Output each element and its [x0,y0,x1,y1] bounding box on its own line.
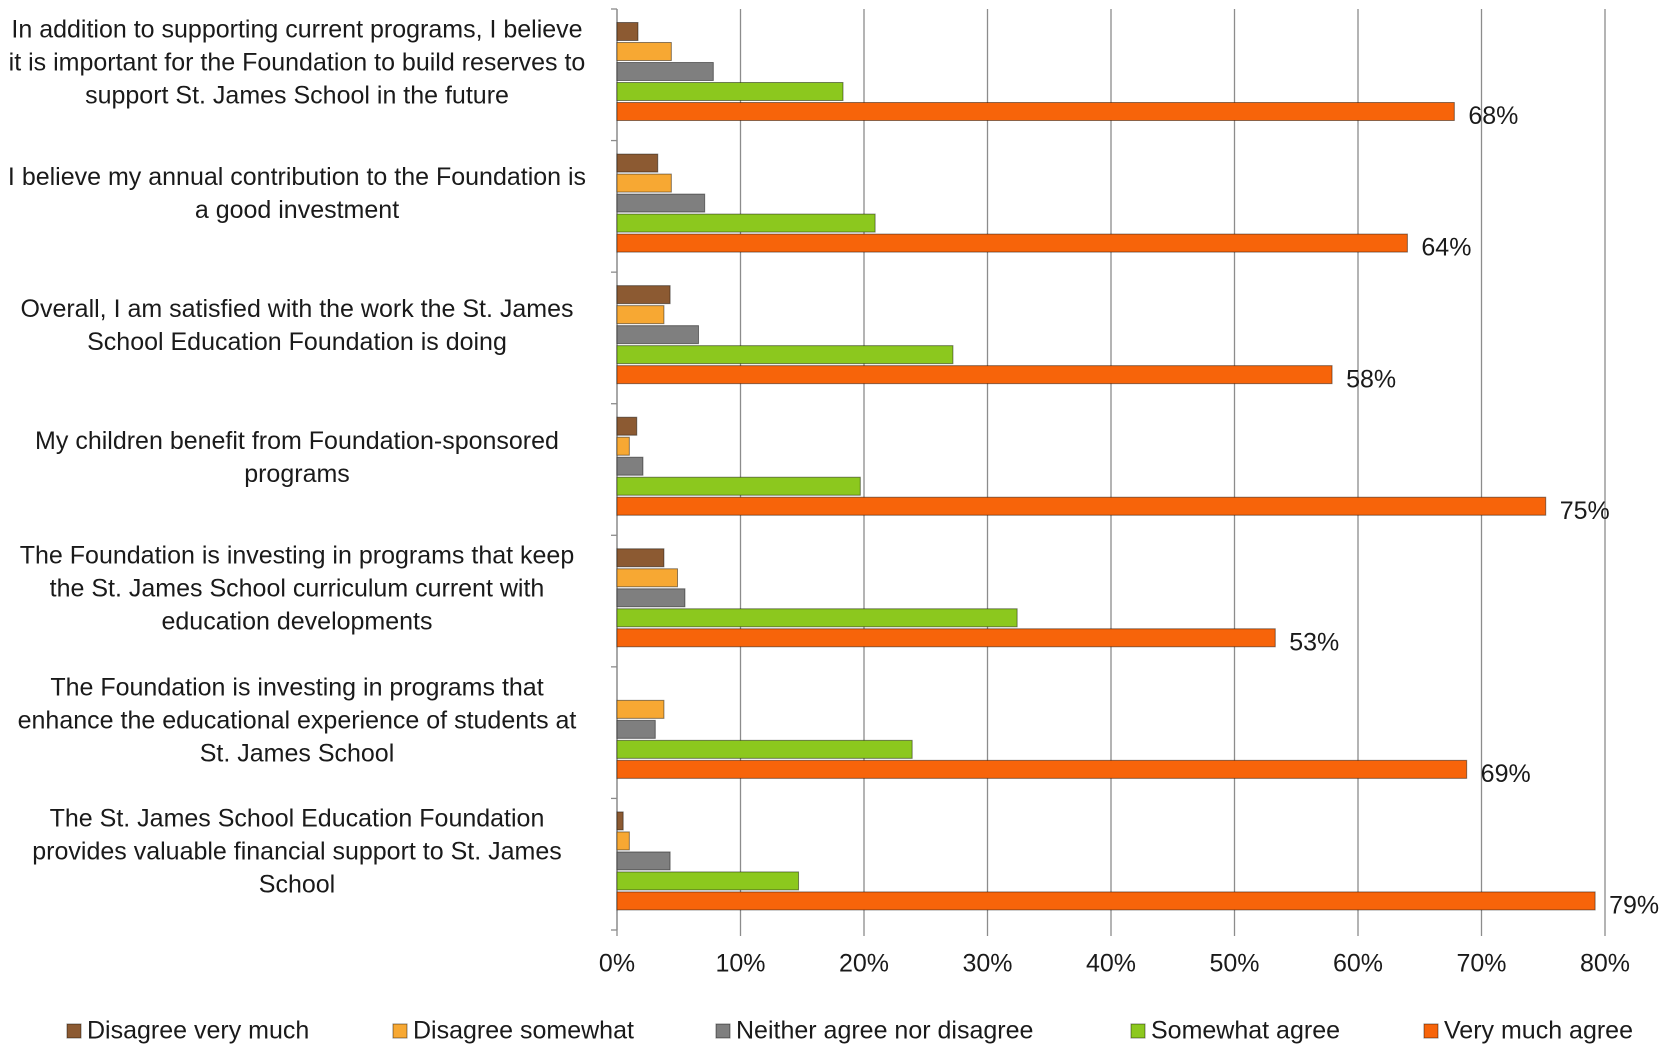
bar [616,456,644,476]
x-tick-label: 20% [839,950,889,978]
legend-label: Very much agree [1444,1017,1633,1045]
bar [616,739,913,759]
bar [616,82,844,101]
bar [616,436,630,456]
bar [616,568,679,588]
value-label: 64% [1421,234,1471,262]
category-label: In addition to supporting current progra… [8,15,586,110]
legend-label: Somewhat agree [1151,1017,1340,1045]
bar [616,588,686,608]
bar [616,699,665,719]
bar [616,305,665,325]
legend-label: Disagree somewhat [413,1017,634,1045]
bar [616,213,876,233]
bar [616,759,1468,779]
x-tick-label: 70% [1456,950,1506,978]
bar [616,628,1276,648]
value-label: 53% [1289,628,1339,656]
bar [616,62,714,81]
bar [616,811,624,831]
bar [616,871,800,891]
bar [616,173,672,193]
bar [616,496,1547,516]
category-label: Overall, I am satisfied with the work th… [20,294,574,356]
legend-swatch [715,1023,731,1039]
bar [616,476,861,496]
category-label: The St. James School Education Foundatio… [32,804,562,899]
value-label: 79% [1609,892,1659,920]
category-label: The Foundation is investing in programs … [19,541,575,636]
legend-swatch [1130,1023,1146,1039]
value-label: 69% [1481,760,1531,788]
x-tick-label: 10% [715,950,765,978]
bar [616,22,639,41]
bar [616,831,630,851]
category-label: The Foundation is investing in programs … [17,673,577,768]
value-label: 68% [1468,102,1518,130]
bar [616,325,700,345]
category-label: My children benefit from Foundation-spon… [35,426,559,488]
bar [616,42,672,61]
bar [616,365,1333,385]
x-tick-label: 50% [1209,950,1259,978]
x-tick-label: 40% [1086,950,1136,978]
legend-swatch [1423,1023,1439,1039]
value-label: 75% [1560,497,1610,525]
bar [616,102,1455,121]
bar [616,608,1018,628]
bar [616,345,954,365]
bar [616,416,638,436]
bar [616,851,671,871]
bar [616,548,665,568]
bar [616,193,706,213]
legend-label: Disagree very much [87,1017,309,1045]
x-tick-label: 0% [599,950,635,978]
bar [616,153,659,173]
legend-swatch [66,1023,82,1039]
value-label: 58% [1346,365,1396,393]
x-tick-label: 30% [962,950,1012,978]
legend-swatch [392,1023,408,1039]
category-label: I believe my annual contribution to the … [7,163,587,225]
bar [616,233,1408,253]
x-tick-label: 80% [1580,950,1630,978]
x-tick-label: 60% [1333,950,1383,978]
bar [616,285,671,305]
bar [616,891,1596,911]
legend-label: Neither agree nor disagree [736,1017,1033,1045]
bar [616,719,656,739]
